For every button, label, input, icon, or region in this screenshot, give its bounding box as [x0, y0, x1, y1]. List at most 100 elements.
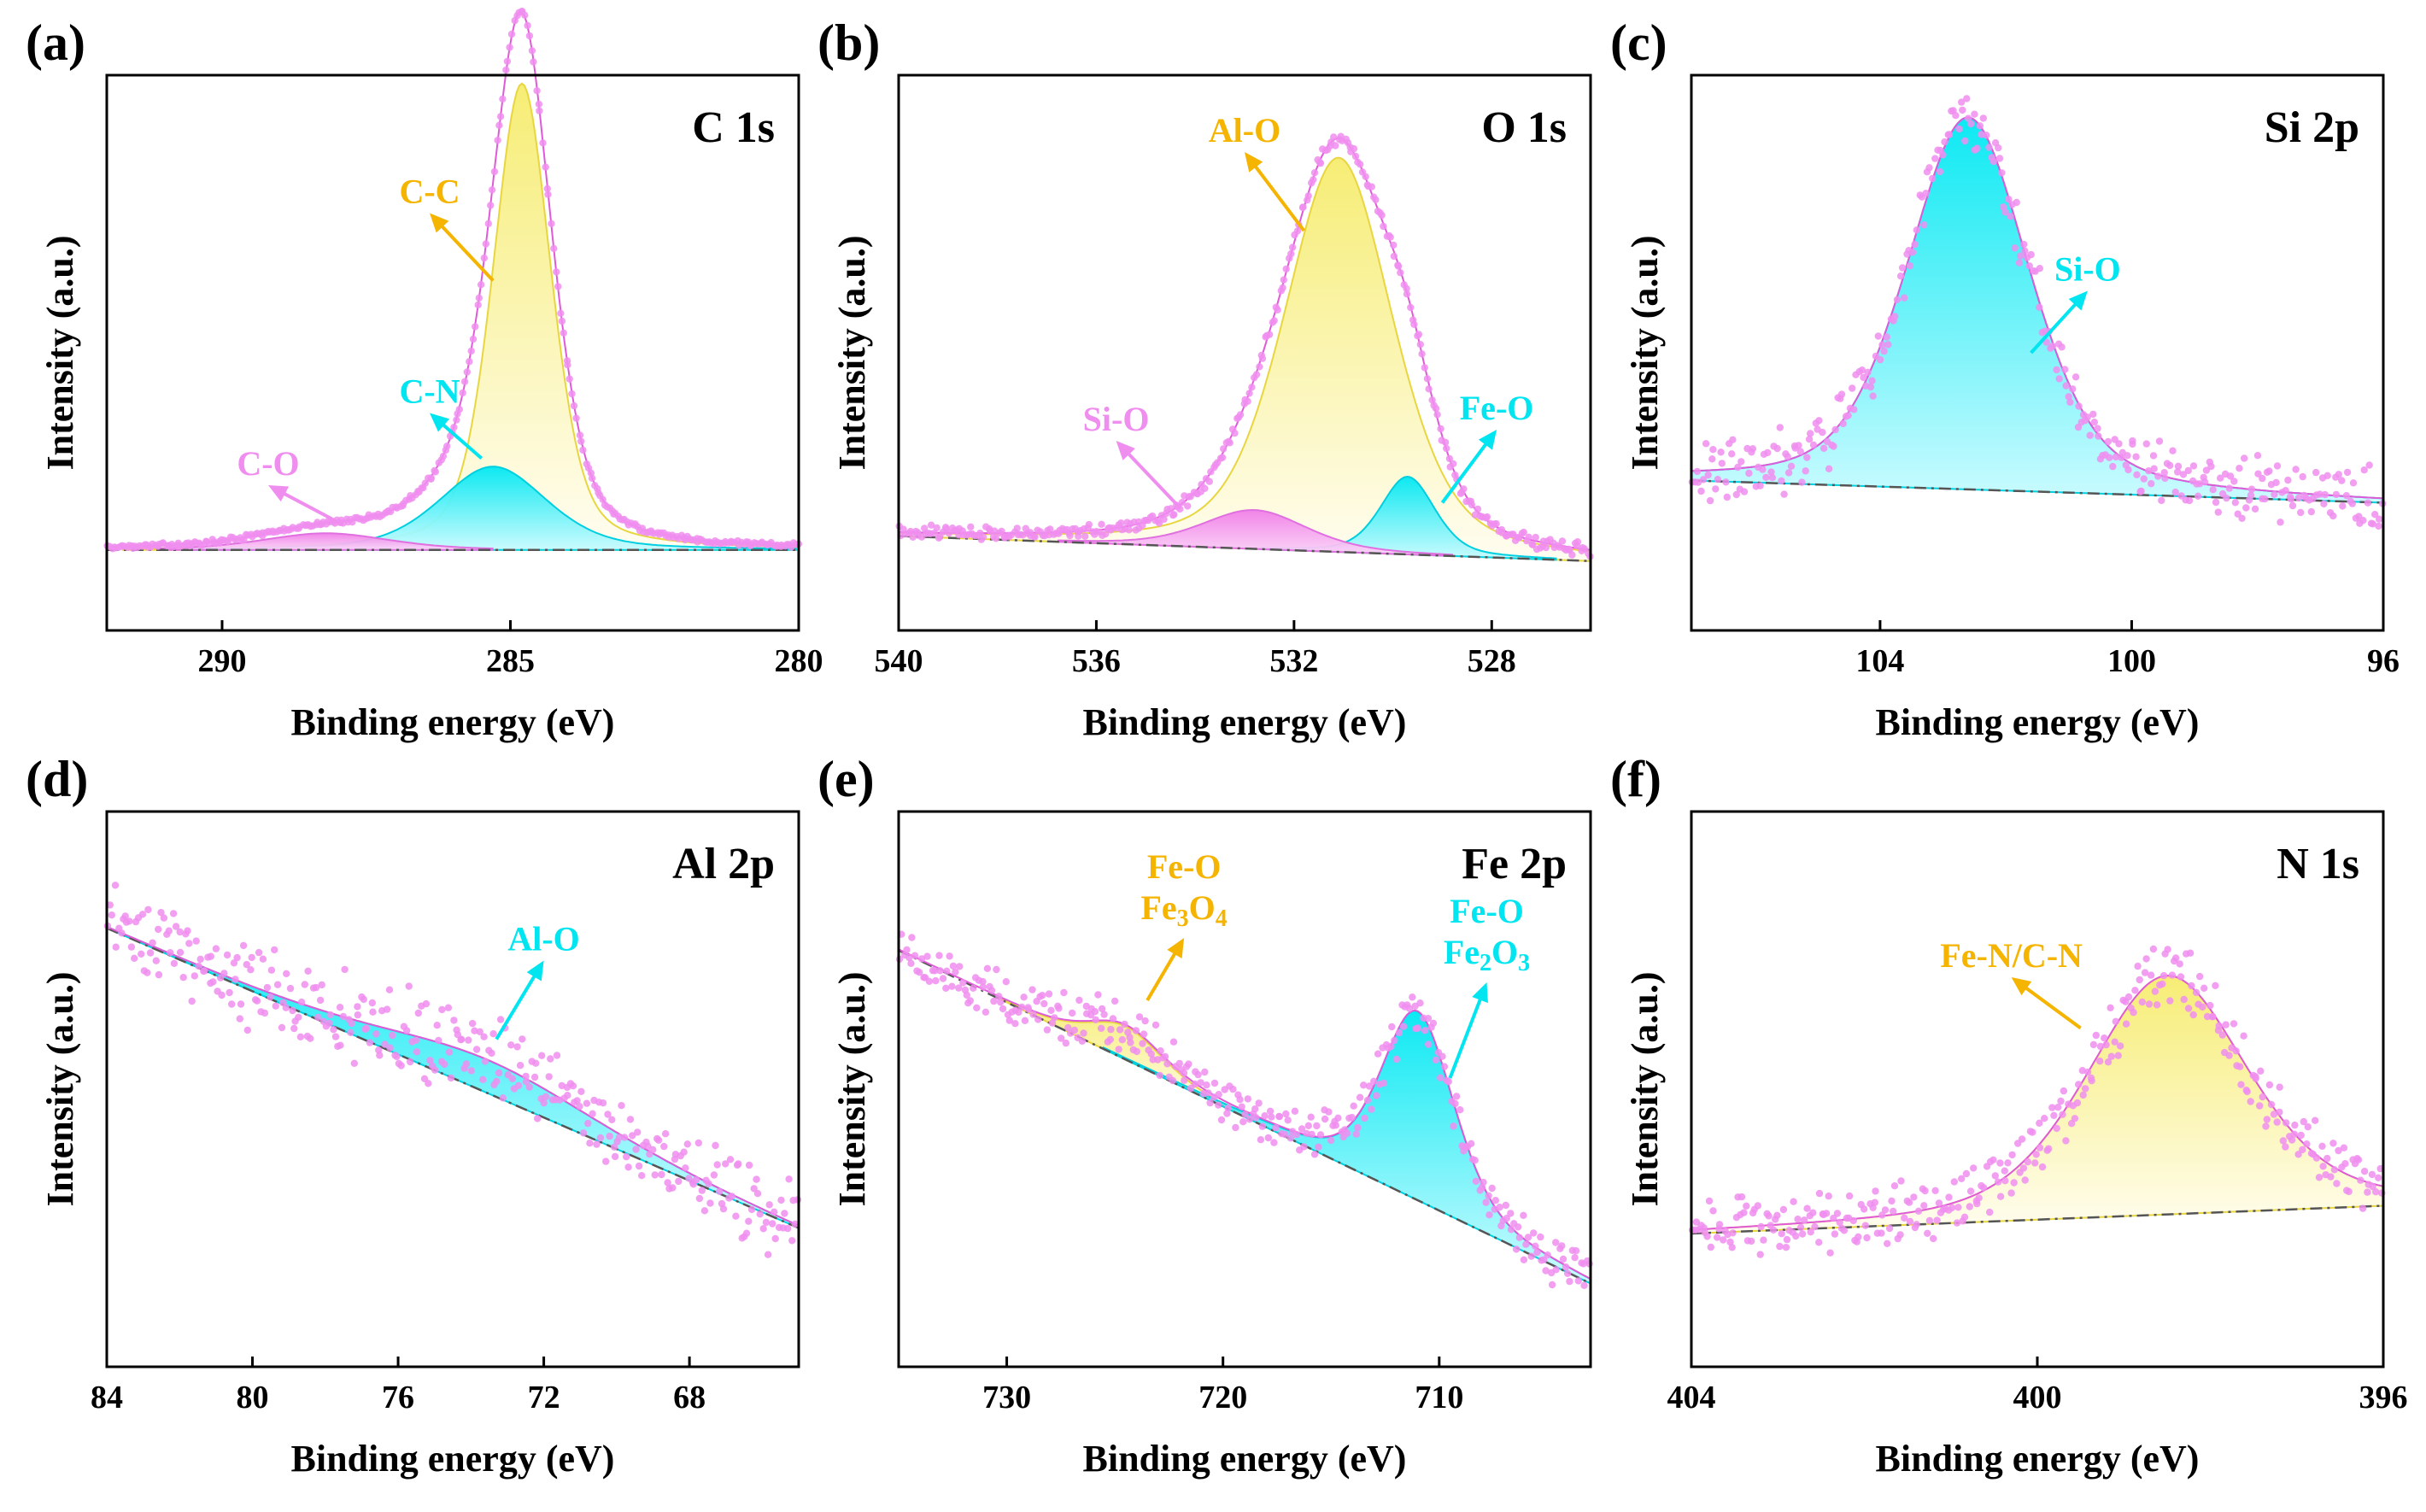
data-point	[1878, 1211, 1886, 1219]
data-point	[425, 1080, 432, 1087]
data-point	[1181, 1076, 1188, 1084]
data-point	[1021, 1017, 1029, 1025]
data-point	[1197, 1079, 1204, 1087]
data-point	[2176, 960, 2183, 968]
data-point	[2236, 465, 2243, 472]
data-point	[1452, 1093, 1461, 1100]
data-point	[1280, 276, 1288, 284]
data-point	[255, 948, 263, 957]
data-point	[1332, 142, 1339, 149]
data-point	[1754, 1202, 1761, 1210]
data-point	[1460, 485, 1468, 493]
data-point	[1559, 1255, 1568, 1263]
data-point	[2041, 1115, 2048, 1122]
data-point	[1372, 196, 1380, 203]
data-point	[2104, 1058, 2112, 1066]
annotation-arrow	[278, 489, 344, 527]
data-point	[112, 943, 120, 951]
data-point	[2209, 1012, 2217, 1021]
data-point	[1525, 533, 1532, 541]
data-point	[2010, 1179, 2018, 1187]
data-point	[433, 1022, 441, 1029]
data-point	[935, 952, 943, 959]
data-point	[481, 1058, 489, 1065]
x-tick-label: 400	[2013, 1380, 2062, 1415]
data-point	[1705, 1197, 1714, 1205]
data-point	[1215, 1091, 1222, 1099]
data-point	[169, 910, 178, 917]
x-axis-label: Binding energy (eV)	[1083, 1438, 1407, 1480]
data-point	[383, 1005, 391, 1013]
data-point	[2200, 984, 2208, 993]
data-point	[762, 1218, 771, 1227]
x-tick-label: 80	[237, 1380, 269, 1415]
data-point	[542, 163, 549, 171]
data-point	[1288, 243, 1297, 251]
data-point	[414, 1009, 422, 1017]
data-point	[2256, 1102, 2264, 1110]
data-point	[577, 1087, 585, 1096]
data-point	[1432, 1056, 1440, 1064]
data-point	[2188, 982, 2195, 990]
data-point	[1820, 444, 1828, 452]
data-point	[1429, 1019, 1438, 1028]
data-point	[1046, 525, 1054, 533]
data-point	[1361, 1114, 1368, 1122]
data-point	[2199, 1003, 2206, 1011]
data-point	[1261, 1112, 1269, 1120]
data-point	[480, 254, 488, 262]
data-point	[2104, 437, 2112, 446]
data-point	[2083, 413, 2091, 421]
data-point	[1092, 1016, 1099, 1024]
data-point	[188, 997, 196, 1005]
data-point	[2071, 373, 2080, 381]
data-point	[543, 185, 551, 192]
data-point	[1491, 1197, 1500, 1204]
data-point	[2048, 343, 2056, 350]
data-point	[979, 533, 987, 541]
data-point	[2271, 490, 2278, 498]
data-point	[521, 11, 529, 19]
data-point	[1251, 1105, 1259, 1113]
y-axis-label: Intensity (a.u.)	[39, 235, 81, 470]
data-point	[1386, 233, 1394, 241]
data-point	[1776, 1242, 1784, 1251]
data-point	[599, 495, 606, 503]
data-point	[952, 968, 959, 976]
annotation: Fe-O	[1440, 389, 1533, 504]
data-point	[2160, 469, 2168, 477]
data-point	[1351, 152, 1360, 161]
peak-fill-c-c	[121, 82, 800, 551]
data-point	[2058, 343, 2066, 351]
data-point	[1298, 1125, 1306, 1133]
data-point	[2180, 995, 2188, 1004]
annotation-arrow	[495, 970, 540, 1040]
data-point	[1078, 1037, 1087, 1046]
data-point	[2094, 425, 2101, 432]
data-point	[2312, 468, 2320, 477]
data-point	[2111, 1038, 2118, 1046]
data-point	[1991, 1172, 1999, 1180]
x-tick-label: 528	[1468, 643, 1516, 679]
data-point	[2230, 1020, 2238, 1028]
data-point	[2061, 366, 2069, 373]
x-tick-label: 290	[198, 643, 247, 679]
x-tick-label: 536	[1072, 643, 1121, 679]
data-point	[1801, 1216, 1808, 1224]
data-point	[932, 976, 940, 985]
data-point	[1778, 1230, 1785, 1238]
data-point	[1433, 411, 1441, 419]
data-point	[1805, 436, 1814, 443]
data-point	[2297, 1131, 2305, 1140]
data-point	[2359, 1204, 2367, 1212]
data-point	[1029, 1011, 1037, 1018]
data-point	[2321, 490, 2329, 499]
data-point	[1316, 159, 1325, 167]
data-point	[611, 1152, 619, 1161]
data-point	[2371, 511, 2379, 519]
data-point	[2145, 1000, 2154, 1008]
annotation-arrowhead	[526, 960, 544, 982]
data-point	[2075, 1081, 2083, 1088]
data-point	[1514, 1223, 1522, 1231]
data-point	[692, 1175, 700, 1184]
